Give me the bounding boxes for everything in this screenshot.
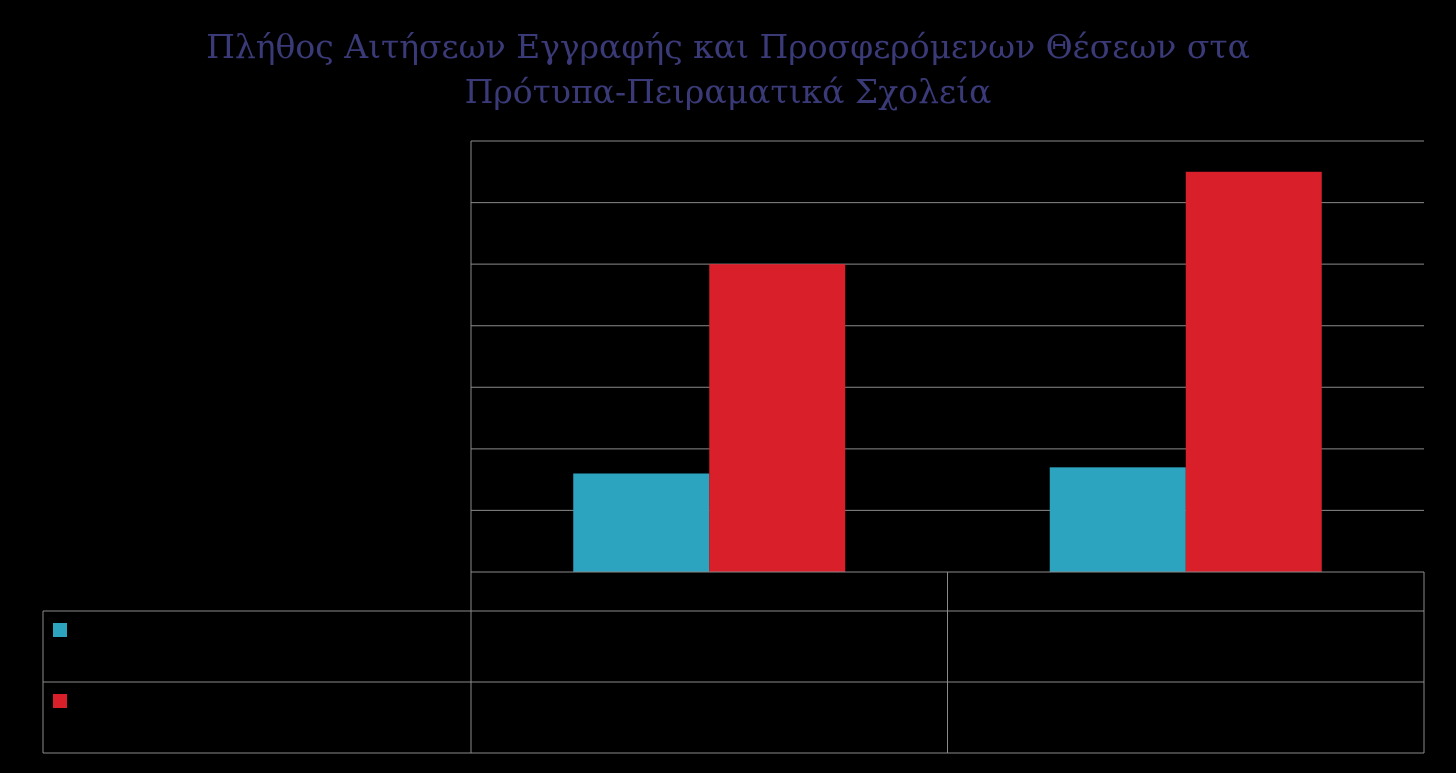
bar: [573, 473, 710, 572]
chart-title: Πλήθος Αιτήσεων Εγγραφής και Προσφερόμεν…: [206, 27, 1250, 111]
bar: [1049, 467, 1186, 572]
legend-key: [53, 694, 67, 708]
bar: [709, 264, 846, 572]
legend-key: [53, 623, 67, 637]
bar: [1185, 171, 1322, 573]
